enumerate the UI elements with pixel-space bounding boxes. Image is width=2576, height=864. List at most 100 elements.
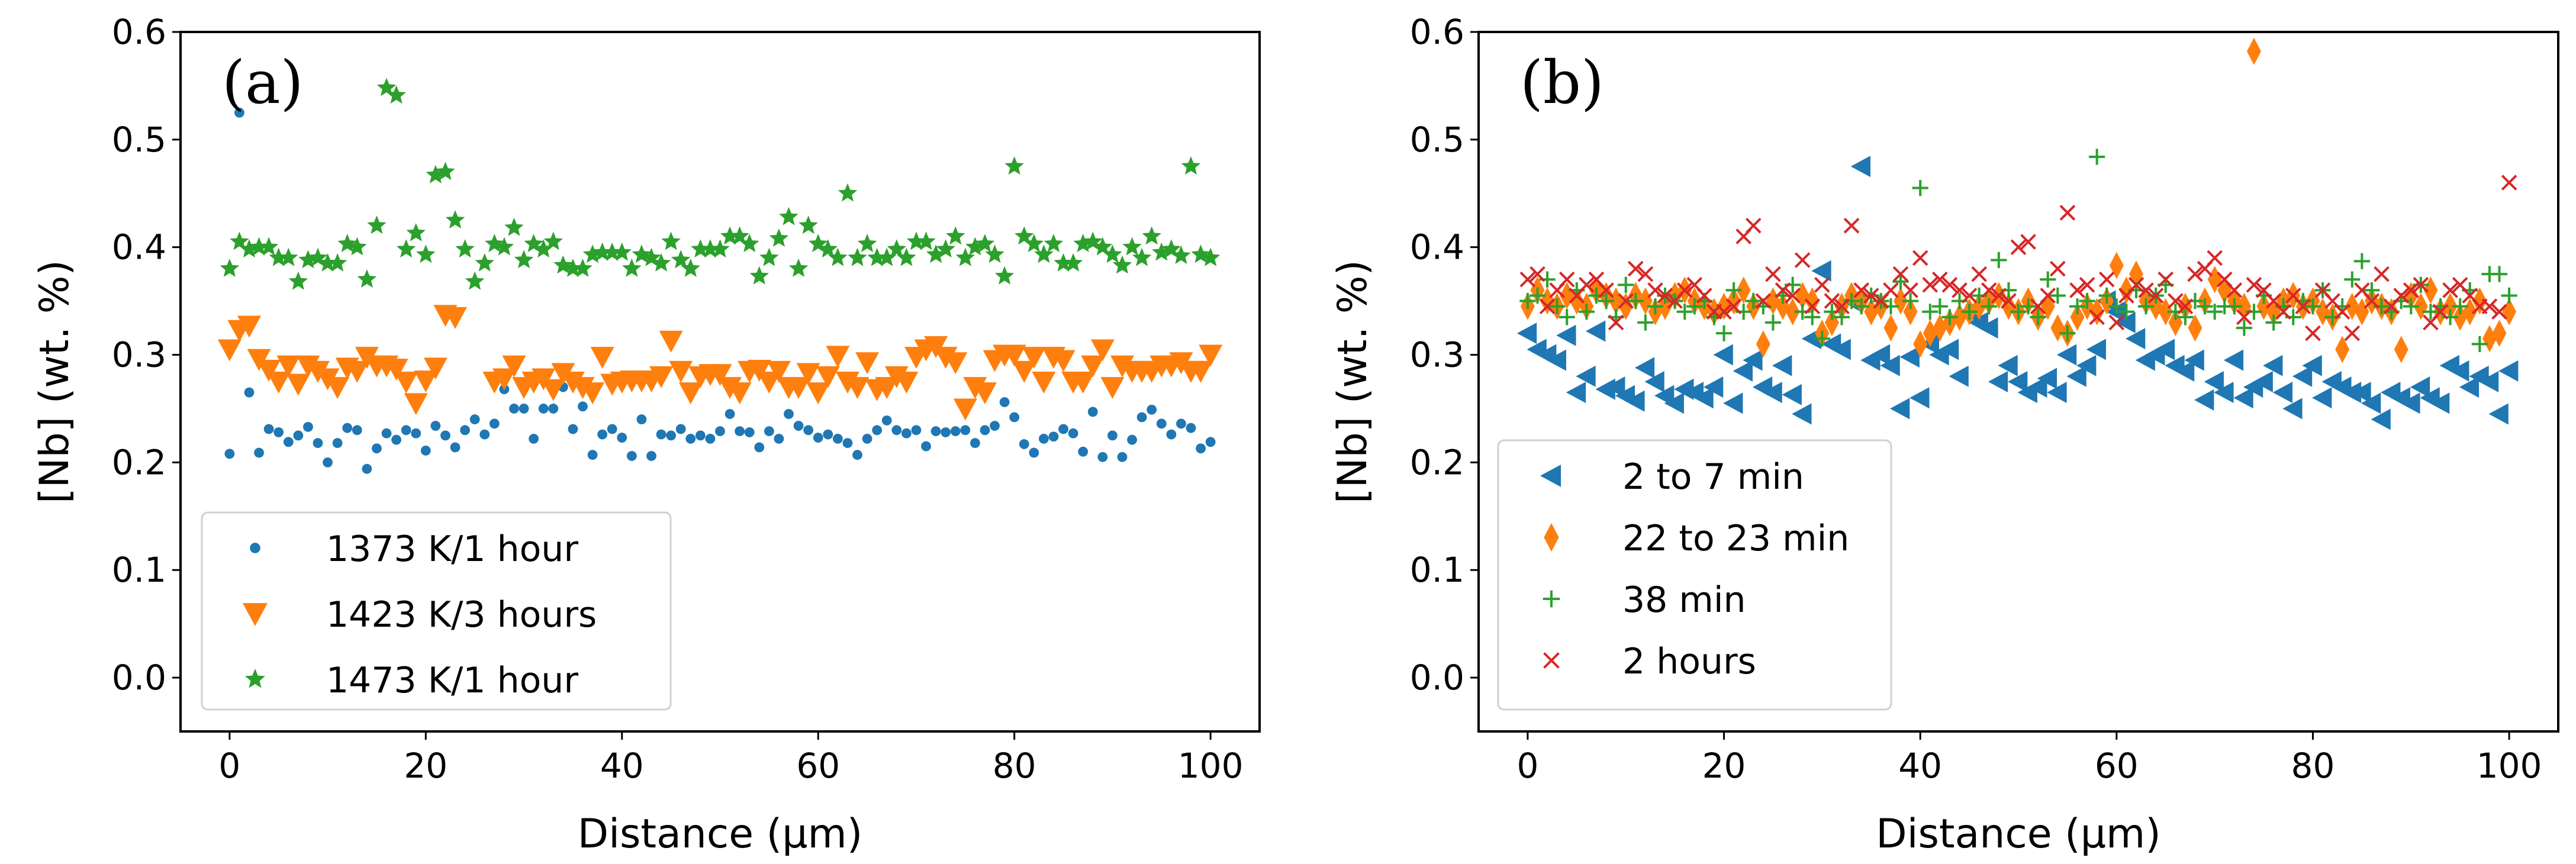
data-point — [661, 231, 681, 250]
data-point — [2089, 149, 2105, 165]
y-tick-label: 0.5 — [1410, 120, 1464, 160]
data-point — [1004, 156, 1024, 175]
data-point — [2059, 205, 2076, 221]
legend: 2 to 7 min 22 to 23 min 38 min 2 hours — [1497, 439, 1892, 711]
data-point — [337, 234, 357, 253]
data-point — [1637, 266, 1654, 282]
legend-label: 2 to 7 min — [1622, 456, 1804, 498]
data-point — [1843, 218, 1860, 234]
data-point — [2168, 308, 2183, 336]
data-point — [838, 183, 858, 202]
y-tick-label: 0.4 — [1410, 227, 1464, 267]
x-tick-label: 60 — [2095, 746, 2139, 786]
data-point — [1022, 347, 1046, 369]
data-point — [2272, 382, 2293, 404]
data-point — [1566, 382, 1586, 404]
data-point — [813, 433, 823, 443]
data-point — [1723, 392, 1743, 414]
x-tick-label: 20 — [1702, 746, 1746, 786]
data-point — [1171, 246, 1191, 265]
data-point — [394, 372, 418, 394]
data-point — [1775, 282, 1791, 298]
data-point — [632, 244, 652, 263]
data-point — [2020, 234, 2036, 250]
legend-marker — [243, 603, 268, 626]
data-point — [1850, 156, 1870, 178]
data-point — [774, 433, 784, 444]
data-point — [1529, 287, 1546, 304]
data-point — [1931, 298, 1948, 315]
data-point — [1949, 365, 1969, 387]
data-point — [1546, 349, 1566, 371]
data-point — [533, 239, 553, 258]
data-point — [1196, 443, 1206, 454]
data-point — [2282, 398, 2303, 420]
data-point — [759, 247, 779, 266]
data-point — [1002, 344, 1026, 367]
data-point — [524, 234, 543, 253]
data-point — [1736, 276, 1751, 304]
data-point — [950, 426, 961, 437]
data-point — [327, 253, 347, 272]
data-point — [541, 379, 565, 401]
data-point — [563, 259, 583, 277]
data-point — [787, 377, 811, 399]
data-point — [273, 427, 284, 437]
data-point — [2040, 288, 2056, 304]
data-point — [2204, 371, 2224, 392]
data-point — [224, 449, 235, 459]
legend: 1373 K/1 hour 1423 K/3 hours 1473 K/1 hour — [201, 511, 672, 711]
data-point — [1657, 288, 1673, 304]
data-point — [970, 438, 980, 449]
data-point — [1009, 412, 1020, 423]
data-point — [1941, 277, 1958, 293]
data-point — [381, 428, 392, 439]
data-point — [2410, 376, 2430, 398]
data-point — [2413, 277, 2429, 293]
data-point — [1519, 293, 1536, 310]
y-tick-label: 0.0 — [112, 657, 166, 698]
data-point — [1608, 314, 1624, 331]
data-point — [1063, 253, 1083, 272]
data-point — [2207, 250, 2223, 266]
data-point — [1638, 287, 1653, 315]
data-point — [1693, 387, 1714, 409]
data-point — [626, 451, 637, 461]
data-point — [1576, 365, 1596, 387]
data-point — [2355, 298, 2369, 325]
data-point — [1647, 282, 1663, 298]
data-point — [479, 429, 490, 440]
data-point — [612, 242, 632, 261]
data-point — [414, 370, 438, 393]
data-point — [2214, 382, 2234, 404]
data-point — [2056, 344, 2077, 366]
data-point — [1745, 293, 1762, 310]
data-point — [894, 372, 919, 394]
data-point — [1618, 293, 1634, 309]
data-point — [602, 242, 622, 261]
data-point — [450, 442, 461, 453]
x-tick-label: 100 — [1178, 746, 1244, 786]
data-point — [1782, 383, 1802, 405]
data-point — [1703, 376, 1724, 398]
data-point — [485, 234, 504, 253]
data-point — [587, 450, 598, 460]
data-point — [675, 424, 686, 434]
data-point — [1015, 226, 1034, 245]
data-point — [1971, 266, 1987, 282]
data-point — [1745, 218, 1762, 234]
data-point — [2030, 309, 2046, 325]
data-point — [1605, 376, 1625, 398]
data-point — [2364, 293, 2380, 309]
legend-label: 1423 K/3 hours — [326, 594, 597, 636]
data-point — [2108, 314, 2125, 331]
y-tick-label: 0.5 — [112, 120, 166, 160]
data-point — [2413, 292, 2428, 320]
data-point — [1595, 378, 1615, 400]
data-point — [700, 239, 720, 258]
panel-label: (b) — [1520, 48, 1604, 117]
data-point — [875, 377, 899, 399]
data-point — [1132, 247, 1152, 266]
data-point — [1910, 387, 1930, 409]
data-point — [2027, 376, 2047, 398]
